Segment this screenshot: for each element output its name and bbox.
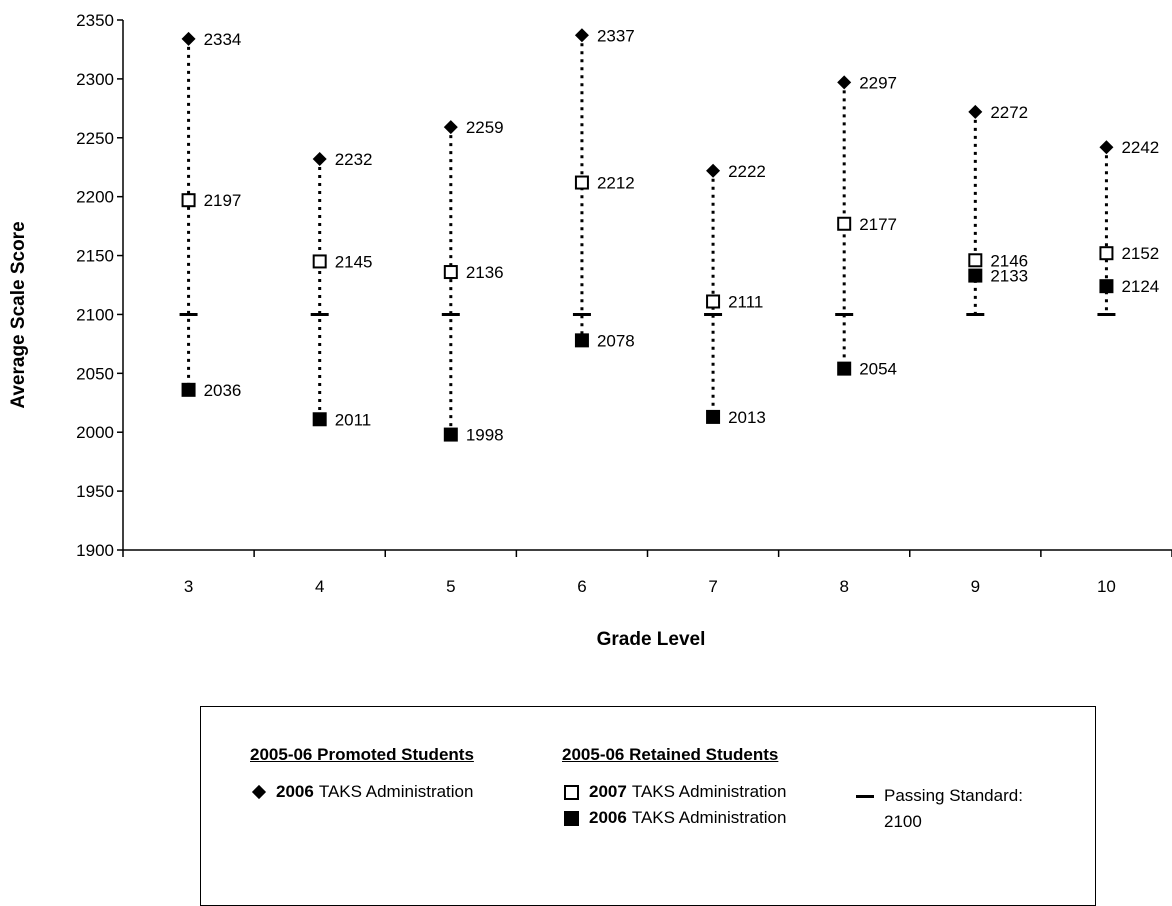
legend-item-retained-2007: 2007 TAKS Administration — [562, 779, 786, 805]
retained-2007-label: 2197 — [204, 191, 242, 210]
y-tick-label: 1900 — [76, 541, 114, 560]
legend-year: 2007 — [589, 782, 627, 801]
promoted-2006-point — [443, 120, 458, 135]
retained-2006-label: 2124 — [1121, 277, 1159, 296]
chart-svg: 1900 1950 2000 2050 2100 2150 2200 2250 2300 2350… — [8, 11, 1172, 650]
promoted-2006-point — [181, 31, 196, 46]
promoted-2006-point — [1099, 140, 1114, 155]
promoted-2006-point — [574, 28, 589, 43]
retained-2006-point — [1099, 279, 1114, 294]
retained-2006-point — [837, 361, 852, 376]
y-tick-label: 2300 — [76, 70, 114, 89]
retained-2006-label: 2054 — [859, 360, 897, 379]
legend-year: 2006 — [589, 808, 627, 827]
y-tick-label: 2250 — [76, 129, 114, 148]
open-square-marker-icon — [564, 784, 579, 800]
retained-2006-label: 1998 — [466, 426, 504, 445]
retained-2007-label: 2152 — [1121, 244, 1159, 263]
diamond-marker-icon — [251, 784, 267, 800]
retained-2007-label: 2146 — [990, 251, 1028, 270]
retained-2006-point — [312, 412, 327, 427]
dash-marker-icon — [856, 794, 874, 798]
legend-item-passing: Passing Standard: — [856, 783, 1023, 809]
retained-2007-label: 2145 — [335, 252, 373, 271]
x-tick-label: 7 — [708, 577, 717, 596]
promoted-2006-label: 2232 — [335, 150, 373, 169]
retained-2006-point — [181, 382, 196, 397]
promoted-2006-label: 2334 — [204, 30, 242, 49]
retained-2007-point — [706, 294, 721, 309]
x-tick-label: 4 — [315, 577, 324, 596]
retained-2007-point — [1099, 246, 1114, 261]
retained-2007-label: 2212 — [597, 174, 635, 193]
legend: 2005-06 Promoted Students 2006 TAKS Admi… — [200, 706, 1096, 906]
promoted-2006-label: 2242 — [1121, 138, 1159, 157]
retained-2006-point — [968, 268, 983, 283]
retained-2007-label: 2177 — [859, 215, 897, 234]
y-tick-label: 1950 — [76, 482, 114, 501]
retained-2006-label: 2013 — [728, 408, 766, 427]
y-tick-label: 2000 — [76, 423, 114, 442]
legend-retained-group: 2005-06 Retained Students 2007 TAKS Admi… — [562, 745, 786, 831]
legend-text: TAKS Administration — [631, 808, 787, 827]
y-axis-title: Average Scale Score — [8, 221, 29, 408]
filled-square-marker-icon — [564, 810, 579, 826]
promoted-2006-label: 2272 — [990, 103, 1028, 122]
legend-year: 2006 — [276, 782, 314, 801]
legend-passing-line1: Passing Standard: — [884, 786, 1023, 805]
promoted-2006-label: 2259 — [466, 118, 504, 137]
retained-2006-point — [706, 409, 721, 424]
retained-2006-point — [574, 333, 589, 348]
x-tick-label: 5 — [446, 577, 455, 596]
promoted-2006-point — [706, 163, 721, 178]
legend-text: TAKS Administration — [631, 782, 787, 801]
y-tick-label: 2200 — [76, 188, 114, 207]
legend-promoted-group: 2005-06 Promoted Students 2006 TAKS Admi… — [250, 745, 474, 805]
promoted-2006-point — [312, 151, 327, 166]
promoted-2006-label: 2222 — [728, 162, 766, 181]
axes: 1900 1950 2000 2050 2100 2150 2200 2250 2300 2350… — [76, 11, 1172, 596]
x-tick-label: 10 — [1097, 577, 1116, 596]
x-tick-label: 6 — [577, 577, 586, 596]
x-tick-label: 9 — [971, 577, 980, 596]
retained-2006-label: 2078 — [597, 331, 635, 350]
promoted-2006-point — [968, 104, 983, 119]
retained-2007-point — [443, 265, 458, 280]
legend-retained-heading: 2005-06 Retained Students — [562, 745, 779, 764]
legend-text: TAKS Administration — [318, 782, 474, 801]
promoted-2006-point — [837, 75, 852, 90]
retained-2007-point — [574, 175, 589, 190]
retained-2006-point — [443, 427, 458, 442]
retained-2006-label: 2036 — [204, 381, 242, 400]
retained-2007-point — [837, 216, 852, 231]
retained-2006-label: 2011 — [335, 410, 372, 429]
retained-2007-label: 2111 — [728, 292, 763, 311]
retained-2007-point — [968, 253, 983, 268]
legend-item-promoted-2006: 2006 TAKS Administration — [250, 779, 474, 805]
legend-item-retained-2006: 2006 TAKS Administration — [562, 805, 786, 831]
x-tick-label: 8 — [839, 577, 848, 596]
legend-passing-group: Passing Standard: 2100 — [856, 783, 1023, 835]
y-tick-label: 2050 — [76, 364, 114, 383]
retained-2006-label: 2133 — [990, 267, 1028, 286]
y-tick-label: 2350 — [76, 11, 114, 30]
y-tick-label: 2150 — [76, 247, 114, 266]
x-tick-label: 3 — [184, 577, 193, 596]
legend-promoted-heading: 2005-06 Promoted Students — [250, 745, 474, 764]
promoted-2006-label: 2297 — [859, 73, 897, 92]
x-axis-title: Grade Level — [597, 629, 706, 650]
promoted-2006-label: 2337 — [597, 26, 635, 45]
retained-2007-label: 2136 — [466, 263, 504, 282]
retained-2007-point — [181, 193, 196, 208]
retained-2007-point — [312, 254, 327, 269]
chart-marks: 2334 2197 2036 2232 2145 2011 2259 2136 1998 2337… — [179, 26, 1159, 445]
legend-passing-line2: 2100 — [884, 812, 922, 831]
y-tick-label: 2100 — [76, 305, 114, 324]
